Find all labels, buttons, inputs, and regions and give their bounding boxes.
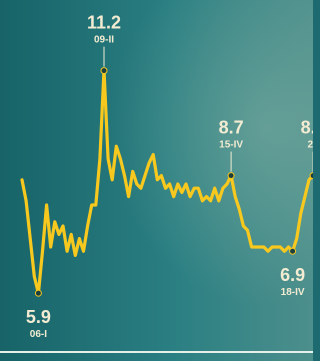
page: {"chart_data": {"type": "line", "color":… xyxy=(0,0,313,361)
category-label: 20 xyxy=(308,140,313,151)
chart: 5.9 06-I 09-II 11.2 15-IV 8.7 6.9 18-IV 20 8.7 xyxy=(0,0,313,361)
category-label: 15-IV xyxy=(219,140,243,151)
category-label: 06-I xyxy=(30,329,47,340)
category-label: 18-IV xyxy=(281,287,305,298)
point-marker xyxy=(101,68,107,74)
point-marker xyxy=(35,290,41,296)
data-label: 8.7 xyxy=(219,118,244,138)
data-label: 6.9 xyxy=(280,265,305,285)
point-marker xyxy=(310,173,313,179)
data-label: 5.9 xyxy=(26,307,51,327)
data-label: 11.2 xyxy=(87,13,121,33)
point-marker xyxy=(228,173,234,179)
data-label: 8.7 xyxy=(301,118,313,138)
category-label: 09-II xyxy=(94,35,114,46)
point-marker xyxy=(290,248,296,254)
